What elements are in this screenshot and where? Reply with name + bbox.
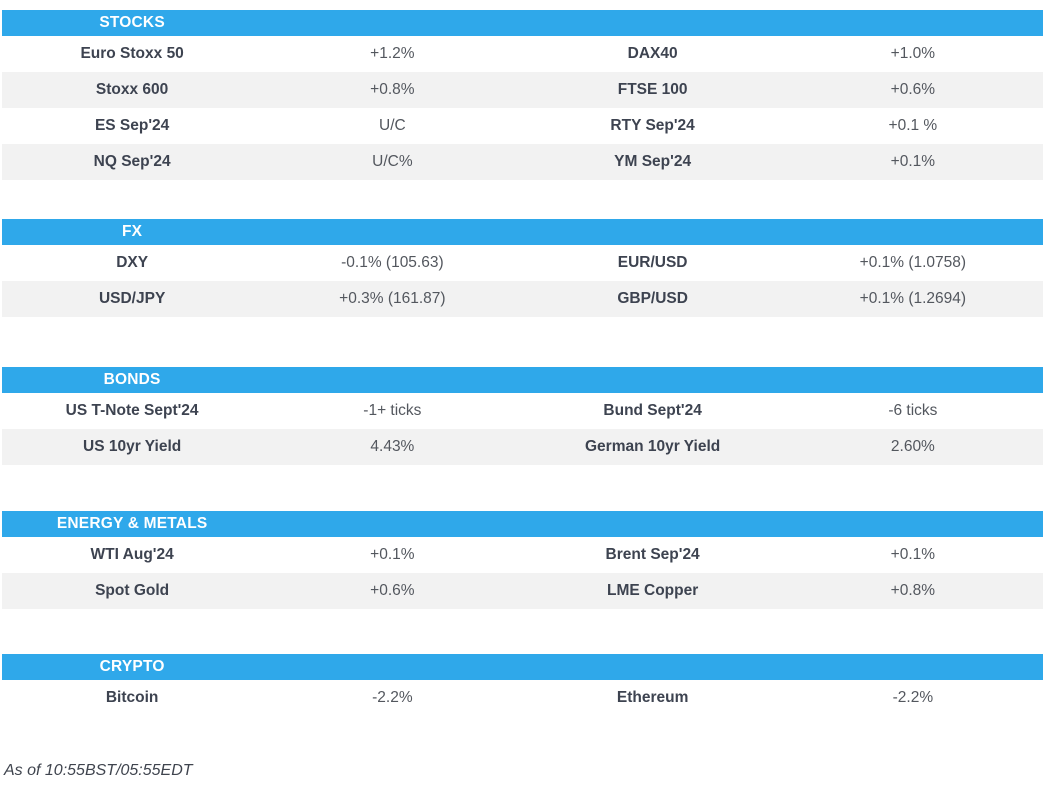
- section-bonds: BONDS US T-Note Sept'24 -1+ ticks Bund S…: [2, 367, 1043, 465]
- instrument-change: +0.1% (1.2694): [859, 290, 967, 307]
- instrument-name: DAX40: [627, 45, 678, 62]
- instrument-change: +0.8%: [370, 81, 415, 98]
- instrument-name: US T-Note Sept'24: [65, 402, 199, 419]
- instrument-change: +0.1%: [890, 546, 936, 563]
- instrument-change: -0.1% (105.63): [341, 254, 444, 271]
- instrument-change: U/C%: [372, 153, 413, 170]
- instrument-name: Spot Gold: [95, 582, 170, 599]
- instrument-name: Brent Sep'24: [605, 546, 700, 563]
- bonds-rows: US T-Note Sept'24 -1+ ticks Bund Sept'24…: [2, 393, 1043, 465]
- table-row: DXY -0.1% (105.63) EUR/USD +0.1% (1.0758…: [2, 245, 1043, 281]
- section-header-energy-metals: ENERGY & METALS: [2, 511, 1043, 537]
- section-header-stocks: STOCKS: [2, 10, 1043, 36]
- section-title-stocks: STOCKS: [99, 14, 165, 31]
- instrument-change: 4.43%: [370, 438, 415, 455]
- crypto-rows: Bitcoin -2.2% Ethereum -2.2%: [2, 680, 1043, 716]
- energy-metals-rows: WTI Aug'24 +0.1% Brent Sep'24 +0.1% Spot…: [2, 537, 1043, 609]
- instrument-name: German 10yr Yield: [584, 438, 721, 455]
- section-energy-metals: ENERGY & METALS WTI Aug'24 +0.1% Brent S…: [2, 511, 1043, 609]
- instrument-name: USD/JPY: [98, 290, 166, 307]
- instrument-change: +0.6%: [370, 582, 415, 599]
- instrument-name: EUR/USD: [617, 254, 688, 271]
- as-of-timestamp: As of 10:55BST/05:55EDT: [4, 762, 193, 779]
- instrument-change: -2.2%: [372, 689, 413, 706]
- table-row: NQ Sep'24 U/C% YM Sep'24 +0.1%: [2, 144, 1043, 180]
- section-title-bonds: BONDS: [103, 371, 161, 388]
- table-row: Spot Gold +0.6% LME Copper +0.8%: [2, 573, 1043, 609]
- instrument-name: Bitcoin: [105, 689, 159, 706]
- instrument-name: Ethereum: [616, 689, 689, 706]
- instrument-change: +1.0%: [890, 45, 936, 62]
- section-header-bonds: BONDS: [2, 367, 1043, 393]
- instrument-name: FTSE 100: [617, 81, 688, 98]
- instrument-change: -2.2%: [892, 689, 934, 706]
- section-title-crypto: CRYPTO: [99, 658, 165, 675]
- table-row: WTI Aug'24 +0.1% Brent Sep'24 +0.1%: [2, 537, 1043, 573]
- instrument-change: +0.1% (1.0758): [859, 254, 967, 271]
- instrument-name: WTI Aug'24: [90, 546, 174, 563]
- instrument-change: -6 ticks: [888, 402, 938, 419]
- instrument-name: US 10yr Yield: [83, 438, 182, 455]
- instrument-change: +0.1 %: [888, 117, 938, 134]
- instrument-name: RTY Sep'24: [610, 117, 695, 134]
- table-row: Stoxx 600 +0.8% FTSE 100 +0.6%: [2, 72, 1043, 108]
- instrument-name: Euro Stoxx 50: [80, 45, 184, 62]
- fx-rows: DXY -0.1% (105.63) EUR/USD +0.1% (1.0758…: [2, 245, 1043, 317]
- section-header-crypto: CRYPTO: [2, 654, 1043, 680]
- section-title-fx: FX: [122, 223, 143, 240]
- instrument-change: +0.3% (161.87): [339, 290, 446, 307]
- instrument-name: Bund Sept'24: [603, 402, 702, 419]
- section-header-fx: FX: [2, 219, 1043, 245]
- instrument-change: +0.1%: [370, 546, 415, 563]
- section-fx: FX DXY -0.1% (105.63) EUR/USD +0.1% (1.0…: [2, 219, 1043, 317]
- instrument-change: +0.1%: [890, 153, 936, 170]
- instrument-change: +0.8%: [890, 582, 936, 599]
- table-row: USD/JPY +0.3% (161.87) GBP/USD +0.1% (1.…: [2, 281, 1043, 317]
- instrument-name: Stoxx 600: [95, 81, 169, 98]
- instrument-name: NQ Sep'24: [93, 153, 171, 170]
- table-row: Bitcoin -2.2% Ethereum -2.2%: [2, 680, 1043, 716]
- table-row: Euro Stoxx 50 +1.2% DAX40 +1.0%: [2, 36, 1043, 72]
- instrument-change: U/C: [379, 117, 406, 134]
- stocks-rows: Euro Stoxx 50 +1.2% DAX40 +1.0% Stoxx 60…: [2, 36, 1043, 180]
- table-row: US 10yr Yield 4.43% German 10yr Yield 2.…: [2, 429, 1043, 465]
- instrument-change: +1.2%: [370, 45, 415, 62]
- section-crypto: CRYPTO Bitcoin -2.2% Ethereum -2.2%: [2, 654, 1043, 716]
- instrument-change: 2.60%: [890, 438, 935, 455]
- instrument-name: ES Sep'24: [94, 117, 170, 134]
- instrument-name: DXY: [116, 254, 149, 271]
- instrument-name: GBP/USD: [617, 290, 688, 307]
- instrument-change: +0.6%: [890, 81, 936, 98]
- table-row: ES Sep'24 U/C RTY Sep'24 +0.1 %: [2, 108, 1043, 144]
- instrument-name: YM Sep'24: [614, 153, 692, 170]
- instrument-name: LME Copper: [606, 582, 699, 599]
- instrument-change: -1+ ticks: [363, 402, 422, 419]
- section-stocks: STOCKS Euro Stoxx 50 +1.2% DAX40 +1.0% S…: [2, 10, 1043, 180]
- table-row: US T-Note Sept'24 -1+ ticks Bund Sept'24…: [2, 393, 1043, 429]
- section-title-energy-metals: ENERGY & METALS: [56, 515, 208, 532]
